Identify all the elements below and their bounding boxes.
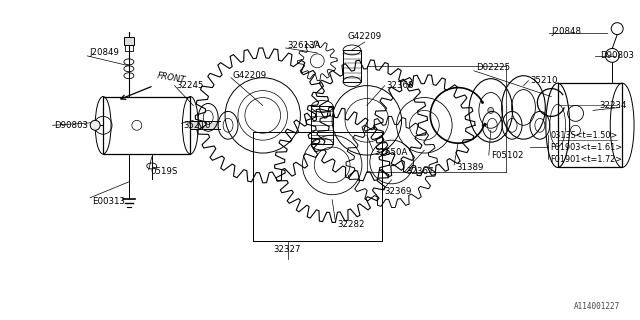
Text: G42209: G42209 — [233, 71, 267, 80]
Text: F01903<t=1.61>: F01903<t=1.61> — [550, 143, 622, 152]
Bar — [103, 97, 190, 154]
Text: 32282: 32282 — [337, 220, 365, 229]
Bar — [343, 50, 361, 82]
Text: F05102: F05102 — [491, 150, 524, 160]
Text: 32613A: 32613A — [287, 42, 321, 51]
Circle shape — [90, 120, 100, 130]
Text: 32367: 32367 — [406, 167, 434, 176]
Text: 32650A: 32650A — [375, 148, 408, 156]
Text: J20849: J20849 — [89, 48, 119, 57]
Bar — [253, 132, 381, 241]
Text: E00313: E00313 — [92, 197, 125, 206]
Text: 32369: 32369 — [385, 187, 412, 196]
Text: 0519S: 0519S — [150, 167, 178, 176]
Text: F01901<t=1.72>: F01901<t=1.72> — [550, 155, 622, 164]
Text: 0313S<t=1.50>: 0313S<t=1.50> — [550, 131, 618, 140]
Bar — [125, 45, 133, 51]
Text: 32327: 32327 — [274, 245, 301, 254]
Text: 35210: 35210 — [531, 76, 558, 85]
Text: J20848: J20848 — [551, 27, 581, 36]
Text: 35210: 35210 — [184, 121, 211, 130]
Text: FRONT: FRONT — [157, 71, 186, 85]
Circle shape — [488, 108, 493, 113]
Text: 32245: 32245 — [177, 81, 204, 90]
Text: G42209: G42209 — [348, 32, 382, 41]
Text: A114001227: A114001227 — [573, 302, 620, 311]
Bar — [557, 83, 622, 167]
Text: 31389: 31389 — [456, 164, 483, 172]
Text: D02225: D02225 — [476, 63, 510, 72]
Text: D90803: D90803 — [54, 121, 88, 130]
Text: 32234: 32234 — [600, 101, 627, 110]
Text: D90803: D90803 — [600, 52, 634, 60]
Text: 32368: 32368 — [387, 81, 414, 90]
Bar — [311, 107, 333, 144]
Bar — [124, 37, 134, 45]
Bar — [253, 132, 381, 241]
